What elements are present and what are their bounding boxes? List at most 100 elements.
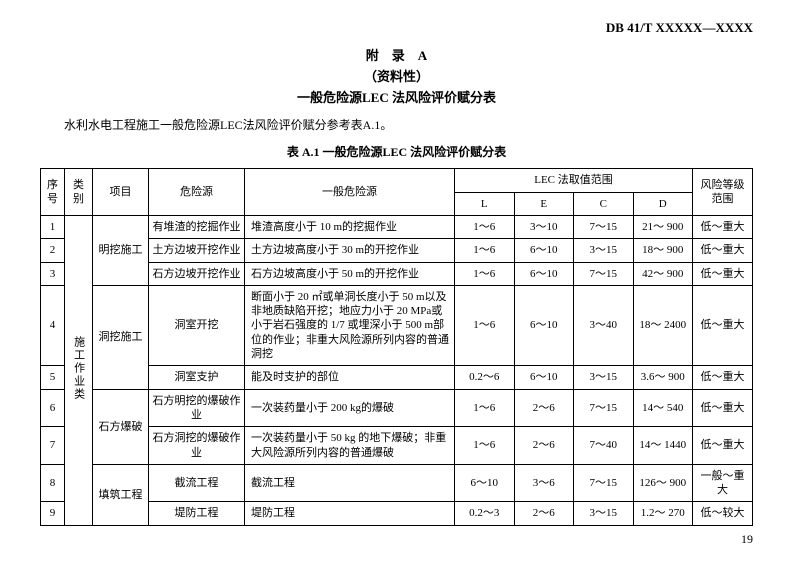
th-C: C — [574, 192, 634, 215]
cell-src: 有堆渣的挖掘作业 — [149, 215, 245, 238]
cell-seq: 1 — [41, 215, 65, 238]
cell-E: 3～6 — [514, 464, 574, 502]
cell-gen: 土方边坡高度小于 30 m的开挖作业 — [245, 239, 455, 262]
appendix-nature: （资料性） — [40, 67, 753, 88]
cell-project: 明挖施工 — [93, 215, 149, 285]
cell-C: 7～40 — [574, 427, 634, 465]
cell-L: 6～10 — [455, 464, 515, 502]
th-L: L — [455, 192, 515, 215]
cell-L: 1～6 — [455, 389, 515, 427]
cell-src: 土方边坡开挖作业 — [149, 239, 245, 262]
cell-E: 6～10 — [514, 262, 574, 285]
cell-D: 14～ 540 — [633, 389, 693, 427]
table-row: 8 填筑工程 截流工程 截流工程 6～10 3～6 7～15 126～ 900 … — [41, 464, 753, 502]
cell-risk: 低～重大 — [693, 389, 753, 427]
cell-seq: 7 — [41, 427, 65, 465]
cell-L: 1～6 — [455, 262, 515, 285]
cell-seq: 8 — [41, 464, 65, 502]
cell-project: 石方爆破 — [93, 389, 149, 464]
cell-risk: 一般～重大 — [693, 464, 753, 502]
cell-gen: 堆渣高度小于 10 m的挖掘作业 — [245, 215, 455, 238]
cell-gen: 断面小于 20 ㎡或单洞长度小于 50 m以及非地质缺陷开挖；地应力小于 20 … — [245, 285, 455, 365]
cell-gen: 一次装药量小于 200 kg的爆破 — [245, 389, 455, 427]
table-body: 1 施工作业类 明挖施工 有堆渣的挖掘作业 堆渣高度小于 10 m的挖掘作业 1… — [41, 215, 753, 525]
cell-D: 42～ 900 — [633, 262, 693, 285]
category-text: 施工作业类 — [71, 336, 85, 401]
th-seq: 序号 — [41, 169, 65, 216]
cell-C: 7～15 — [574, 215, 634, 238]
cell-E: 6～10 — [514, 285, 574, 365]
th-general-hazard: 一般危险源 — [245, 169, 455, 216]
cell-seq: 2 — [41, 239, 65, 262]
cell-project: 洞挖施工 — [93, 285, 149, 389]
cell-D: 18～ 2400 — [633, 285, 693, 365]
cell-seq: 3 — [41, 262, 65, 285]
cell-D: 14～ 1440 — [633, 427, 693, 465]
cell-risk: 低～重大 — [693, 285, 753, 365]
cell-seq: 6 — [41, 389, 65, 427]
cell-risk: 低～重大 — [693, 262, 753, 285]
th-E: E — [514, 192, 574, 215]
cell-risk: 低～较大 — [693, 502, 753, 525]
cell-E: 2～6 — [514, 502, 574, 525]
cell-E: 6～10 — [514, 366, 574, 389]
cell-D: 126～ 900 — [633, 464, 693, 502]
cell-D: 18～ 900 — [633, 239, 693, 262]
cell-risk: 低～重大 — [693, 366, 753, 389]
cell-L: 0.2～6 — [455, 366, 515, 389]
cell-D: 3.6～ 900 — [633, 366, 693, 389]
cell-src: 洞室开挖 — [149, 285, 245, 365]
cell-src: 截流工程 — [149, 464, 245, 502]
cell-gen: 一次装药量小于 50 kg 的地下爆破；非重大风险源所列内容的普通爆破 — [245, 427, 455, 465]
cell-E: 2～6 — [514, 389, 574, 427]
table-caption: 表 A.1 一般危险源LEC 法风险评价赋分表 — [40, 143, 753, 160]
cell-L: 1～6 — [455, 427, 515, 465]
table-row: 4 洞挖施工 洞室开挖 断面小于 20 ㎡或单洞长度小于 50 m以及非地质缺陷… — [41, 285, 753, 365]
cell-L: 0.2～3 — [455, 502, 515, 525]
document-code: DB 41/T XXXXX—XXXX — [40, 20, 753, 36]
cell-C: 7～15 — [574, 262, 634, 285]
cell-E: 2～6 — [514, 427, 574, 465]
cell-risk: 低～重大 — [693, 427, 753, 465]
cell-L: 1～6 — [455, 285, 515, 365]
th-lec-group: LEC 法取值范围 — [455, 169, 693, 192]
table-row: 1 施工作业类 明挖施工 有堆渣的挖掘作业 堆渣高度小于 10 m的挖掘作业 1… — [41, 215, 753, 238]
cell-E: 6～10 — [514, 239, 574, 262]
cell-C: 3～15 — [574, 239, 634, 262]
intro-paragraph: 水利水电工程施工一般危险源LEC法风险评价赋分参考表A.1。 — [40, 116, 753, 133]
table-row: 6 石方爆破 石方明挖的爆破作业 一次装药量小于 200 kg的爆破 1～6 2… — [41, 389, 753, 427]
cell-gen: 石方边坡高度小于 50 m的开挖作业 — [245, 262, 455, 285]
cell-seq: 4 — [41, 285, 65, 365]
cell-src: 洞室支护 — [149, 366, 245, 389]
cell-D: 1.2～ 270 — [633, 502, 693, 525]
cell-L: 1～6 — [455, 239, 515, 262]
cell-risk: 低～重大 — [693, 239, 753, 262]
appendix-title-text: 一般危险源LEC 法风险评价赋分表 — [40, 88, 753, 109]
cell-src: 石方洞挖的爆破作业 — [149, 427, 245, 465]
cell-src: 石方边坡开挖作业 — [149, 262, 245, 285]
th-category: 类别 — [65, 169, 93, 216]
lec-scoring-table: 序号 类别 项目 危险源 一般危险源 LEC 法取值范围 风险等级范围 L E … — [40, 168, 753, 525]
cell-C: 3～15 — [574, 502, 634, 525]
cell-src: 石方明挖的爆破作业 — [149, 389, 245, 427]
cell-category: 施工作业类 — [65, 215, 93, 525]
cell-gen: 能及时支护的部位 — [245, 366, 455, 389]
cell-E: 3～10 — [514, 215, 574, 238]
cell-C: 7～15 — [574, 464, 634, 502]
cell-project: 填筑工程 — [93, 464, 149, 525]
table-header-row-1: 序号 类别 项目 危险源 一般危险源 LEC 法取值范围 风险等级范围 — [41, 169, 753, 192]
cell-seq: 9 — [41, 502, 65, 525]
appendix-label: 附 录 A — [40, 46, 753, 67]
th-project: 项目 — [93, 169, 149, 216]
cell-gen: 堤防工程 — [245, 502, 455, 525]
th-hazard-source: 危险源 — [149, 169, 245, 216]
th-risk-level: 风险等级范围 — [693, 169, 753, 216]
cell-gen: 截流工程 — [245, 464, 455, 502]
cell-risk: 低～重大 — [693, 215, 753, 238]
cell-D: 21～ 900 — [633, 215, 693, 238]
cell-C: 3～40 — [574, 285, 634, 365]
cell-seq: 5 — [41, 366, 65, 389]
appendix-header: 附 录 A （资料性） 一般危险源LEC 法风险评价赋分表 — [40, 46, 753, 108]
cell-L: 1～6 — [455, 215, 515, 238]
page-number: 19 — [741, 532, 753, 547]
